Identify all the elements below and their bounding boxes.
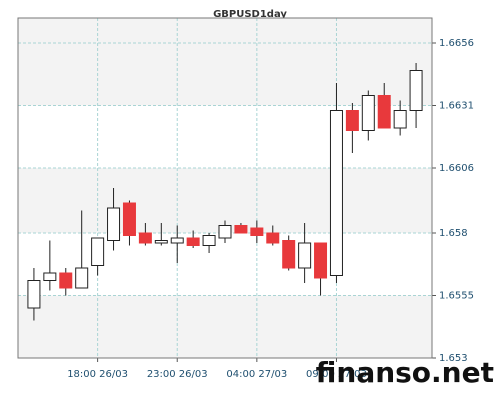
- y-tick-label: 1.6631: [439, 101, 474, 112]
- watermark: finanso.net: [316, 356, 494, 389]
- x-tick-label: 04:00 27/03: [226, 369, 287, 380]
- candle-body: [377, 95, 391, 129]
- chart-title: GBPUSD1day: [213, 9, 287, 20]
- candle-body: [329, 110, 343, 276]
- plot-background: [18, 18, 432, 358]
- y-tick-label: 1.6555: [439, 291, 474, 302]
- plot-area: 1.653 1.6555 1.658 1.6606 1.6631 1.6656 18:00 …: [17, 17, 474, 380]
- y-tick-label: 1.653: [439, 353, 468, 364]
- candle-body: [91, 237, 105, 266]
- candle-body: [393, 110, 407, 129]
- y-tick-label: 1.6606: [439, 163, 474, 174]
- candle-body: [314, 242, 328, 279]
- candle-body: [282, 240, 296, 269]
- candle-body: [154, 240, 168, 244]
- candle-body: [27, 280, 41, 309]
- candle-body: [138, 232, 152, 244]
- candle-body: [75, 267, 89, 289]
- candle-body: [59, 272, 73, 289]
- y-tick-label: 1.6656: [439, 38, 474, 49]
- candle-body: [202, 235, 216, 246]
- candle-body: [361, 95, 375, 131]
- candle-body: [409, 70, 423, 111]
- candle-body: [234, 225, 248, 234]
- x-tick-label: 23:00 26/03: [147, 369, 208, 380]
- candle-body: [170, 237, 184, 244]
- candle-body: [43, 272, 57, 281]
- y-tick-label: 1.658: [439, 228, 468, 239]
- x-tick-label: 09:00 27/03: [306, 369, 367, 380]
- candle-body: [218, 225, 232, 239]
- plot-border: [17, 17, 433, 359]
- candle-body: [122, 202, 136, 236]
- candle-body: [298, 242, 312, 269]
- candle-body: [107, 207, 121, 241]
- candle-body: [266, 232, 280, 244]
- candle-body: [345, 110, 359, 131]
- candle-body: [250, 227, 264, 236]
- x-tick-label: 18:00 26/03: [67, 369, 128, 380]
- candle-body: [186, 237, 200, 246]
